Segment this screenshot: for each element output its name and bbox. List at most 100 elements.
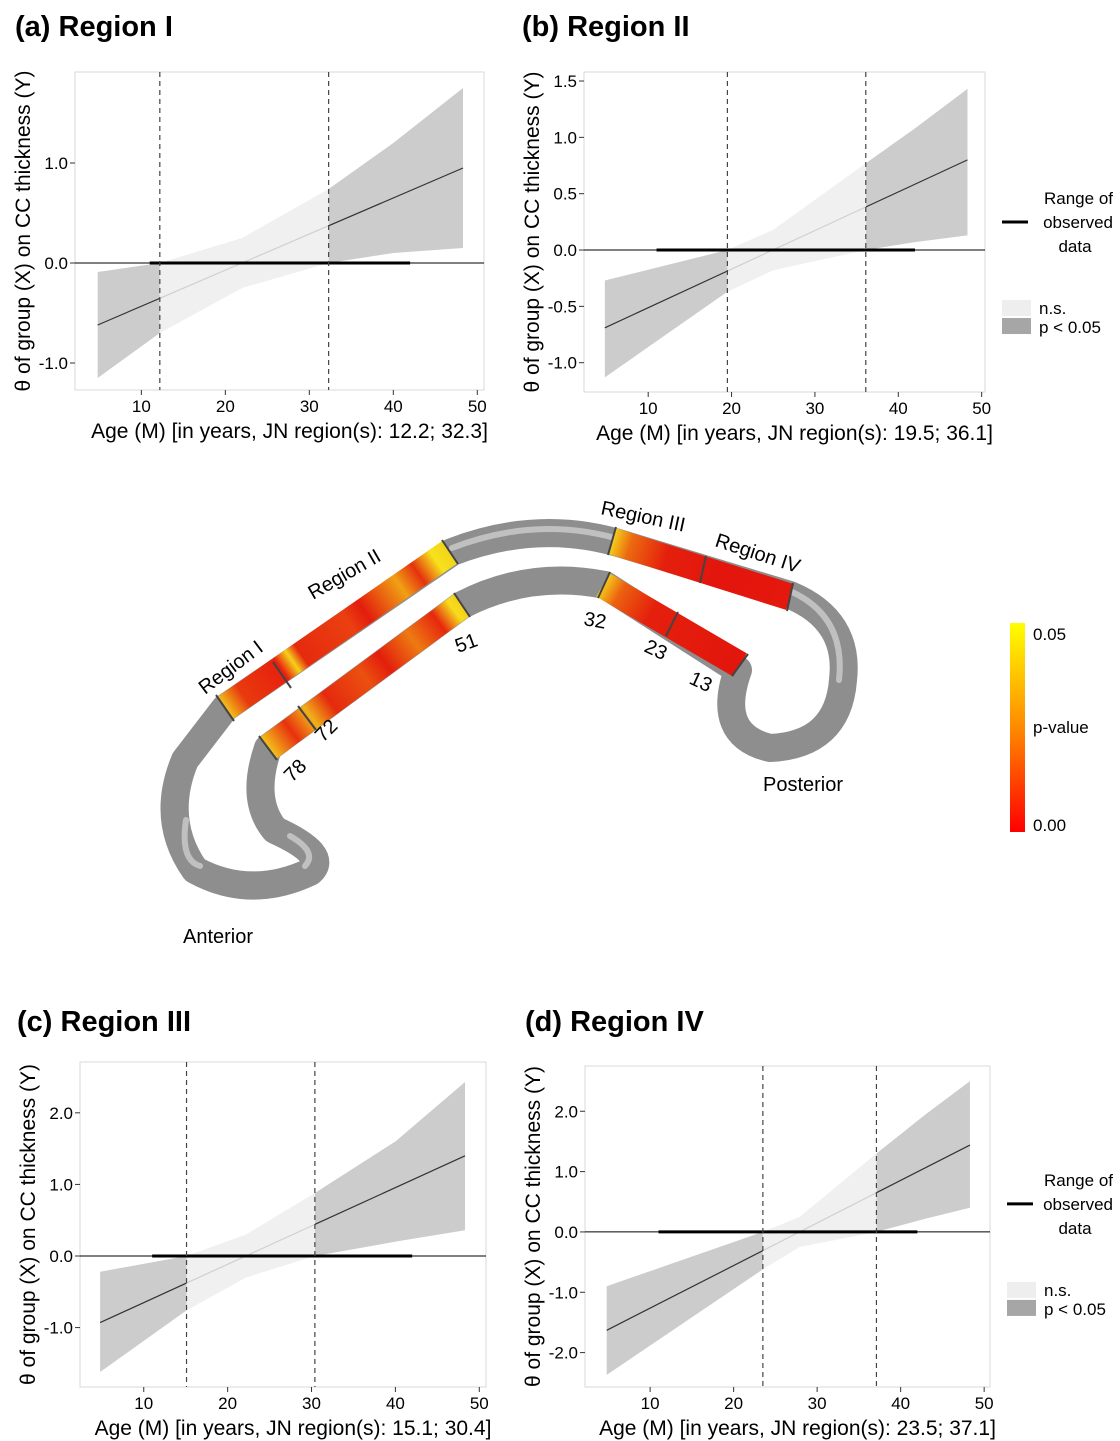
confidence-band xyxy=(762,1153,877,1270)
border xyxy=(297,705,317,731)
x-tick-label: 50 xyxy=(975,1394,994,1413)
confidence-band xyxy=(159,189,329,333)
chart-title: (b) Region II xyxy=(522,11,690,43)
y-tick-label: 2.0 xyxy=(554,1102,578,1121)
x-tick-label: 20 xyxy=(724,1394,743,1413)
border xyxy=(699,555,707,584)
x-tick-label: 40 xyxy=(891,1394,910,1413)
y-axis-label: θ of group (X) on CC thickness (Y) xyxy=(521,72,544,393)
cc-diagram: Region I Region II Region III Region IV … xyxy=(160,497,1089,948)
y-tick-label: 0.0 xyxy=(44,254,68,273)
y-tick-label: 0.0 xyxy=(554,1223,578,1242)
confidence-band xyxy=(100,1255,187,1372)
x-tick-label: 20 xyxy=(216,397,235,416)
region-borders xyxy=(215,526,794,761)
effect-line xyxy=(97,297,160,326)
y-tick-label: 1.5 xyxy=(553,72,577,91)
position-label: 51 xyxy=(452,629,480,657)
x-tick-label: 40 xyxy=(386,1394,405,1413)
y-tick-label: 1.0 xyxy=(554,1163,578,1182)
region-segment xyxy=(607,528,795,610)
effect-line xyxy=(762,1192,877,1252)
x-tick-label: 20 xyxy=(722,399,741,418)
confidence-band xyxy=(186,1193,315,1311)
border xyxy=(607,526,617,556)
legend-label: Range of xyxy=(1044,1171,1113,1190)
border xyxy=(731,653,749,677)
effect-line xyxy=(328,167,464,227)
posterior-label: Posterior xyxy=(763,774,843,796)
position-label: 13 xyxy=(686,668,715,697)
colorbar-min: 0.00 xyxy=(1033,816,1066,835)
y-tick-label: 1.0 xyxy=(44,154,68,173)
confidence-band xyxy=(727,163,866,292)
y-tick-label: -1.0 xyxy=(549,1283,578,1302)
chart: 10 20 30 40 50 -1.0 -0.5 0.0 0.5 1.0 1.5 (b) Region… xyxy=(521,11,1113,445)
y-tick-label: -1.0 xyxy=(548,354,577,373)
legend-label: n.s. xyxy=(1044,1281,1071,1300)
x-tick-label: 50 xyxy=(470,1394,489,1413)
effect-line xyxy=(604,270,728,329)
y-tick-label: 0.5 xyxy=(553,185,577,204)
y-tick-label: 1.0 xyxy=(49,1175,73,1194)
effect-line xyxy=(314,1155,466,1226)
y-tick-label: -1.0 xyxy=(39,354,68,373)
anterior-label: Anterior xyxy=(183,926,253,948)
effect-line xyxy=(876,1144,971,1194)
legend: Range of observed data n.s.p < 0.05 xyxy=(1002,189,1113,337)
confidence-band xyxy=(97,263,160,378)
border xyxy=(441,539,459,565)
effect-line xyxy=(186,1223,315,1284)
legend-label: data xyxy=(1058,1219,1092,1238)
colorbar-title: p-value xyxy=(1033,718,1089,737)
chart-title: (a) Region I xyxy=(15,11,173,43)
x-tick-label: 10 xyxy=(132,397,151,416)
chart-title: (c) Region III xyxy=(17,1006,191,1038)
y-tick-label: -0.5 xyxy=(548,297,577,316)
colorbar xyxy=(1010,623,1025,832)
position-label: 78 xyxy=(280,755,311,786)
legend-label: n.s. xyxy=(1039,299,1066,318)
y-tick-label: -1.0 xyxy=(44,1319,73,1338)
legend-label: Range of xyxy=(1044,189,1113,208)
legend-swatch xyxy=(1002,300,1031,317)
y-axis-label: θ of group (X) on CC thickness (Y) xyxy=(17,1064,40,1385)
chart: 10 20 30 40 50 -1.0 0.0 1.0 2.0 (c) Region III Age… xyxy=(17,1006,491,1440)
legend: Range of observed data n.s.p < 0.05 xyxy=(1007,1171,1113,1319)
x-tick-label: 40 xyxy=(889,399,908,418)
legend-swatch xyxy=(1002,318,1031,335)
y-tick-label: 1.0 xyxy=(553,128,577,147)
position-label: 32 xyxy=(582,608,608,634)
x-tick-label: 30 xyxy=(302,1394,321,1413)
x-tick-label: 10 xyxy=(639,399,658,418)
chart: 10 20 30 40 50 -2.0 -1.0 0.0 1.0 2.0 (d) Region IV… xyxy=(522,1006,1113,1440)
confidence-band xyxy=(328,88,464,263)
legend-swatch xyxy=(1007,1299,1036,1316)
border xyxy=(215,694,235,722)
effect-line xyxy=(99,1282,187,1324)
x-tick-label: 30 xyxy=(805,399,824,418)
y-axis-label: θ of group (X) on CC thickness (Y) xyxy=(12,71,35,392)
x-tick-label: 40 xyxy=(384,397,403,416)
border xyxy=(665,611,679,637)
legend-label: p < 0.05 xyxy=(1044,1300,1106,1319)
y-tick-label: 0.0 xyxy=(553,241,577,260)
effect-line xyxy=(606,1249,763,1331)
x-tick-label: 50 xyxy=(972,399,991,418)
y-tick-label: -2.0 xyxy=(549,1344,578,1363)
confidence-band xyxy=(604,250,728,378)
x-tick-label: 10 xyxy=(134,1394,153,1413)
legend-label: observed xyxy=(1043,1195,1113,1214)
x-tick-label: 20 xyxy=(218,1394,237,1413)
border xyxy=(258,735,278,761)
legend-label: observed xyxy=(1043,213,1113,232)
confidence-band xyxy=(314,1082,466,1256)
x-tick-label: 30 xyxy=(808,1394,827,1413)
border xyxy=(453,592,471,618)
x-tick-label: 10 xyxy=(641,1394,660,1413)
x-tick-label: 30 xyxy=(300,397,319,416)
confidence-band xyxy=(606,1231,763,1375)
legend-label: data xyxy=(1058,237,1092,256)
y-tick-label: 2.0 xyxy=(49,1104,73,1123)
